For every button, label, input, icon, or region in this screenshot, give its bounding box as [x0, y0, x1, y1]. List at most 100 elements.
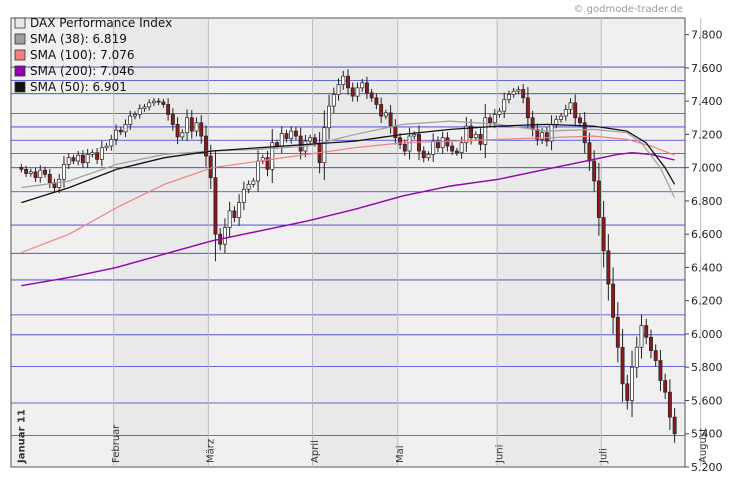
candle-body: [445, 137, 450, 147]
candle-body: [667, 391, 672, 418]
candle: [270, 129, 275, 183]
candle-body: [298, 135, 303, 152]
candle-body: [166, 104, 171, 115]
legend-label: SMA (38): 6.819: [30, 32, 127, 46]
candle-body: [95, 152, 100, 160]
candle-body: [653, 350, 658, 361]
candle-body: [516, 89, 521, 92]
x-tick-label: März: [206, 439, 217, 463]
candle-body: [308, 137, 313, 142]
candle-body: [170, 114, 175, 125]
candle-body: [431, 140, 436, 155]
candle: [672, 407, 677, 443]
x-tick-label: Juli: [599, 448, 610, 464]
candle: [615, 302, 620, 363]
candle-body: [412, 134, 417, 137]
x-tick-label: Februar: [111, 424, 122, 463]
candle: [293, 127, 298, 140]
candle-body: [251, 180, 256, 185]
candle: [483, 104, 488, 159]
candle-body: [606, 250, 611, 285]
candle: [582, 112, 587, 154]
candle-body: [587, 142, 592, 162]
candle-body: [114, 129, 118, 140]
candle: [161, 98, 166, 108]
candle: [454, 147, 459, 156]
y-tick-label: 5.200: [691, 461, 723, 474]
legend-swatch: [14, 33, 26, 45]
candle: [331, 87, 336, 114]
candle: [322, 110, 327, 181]
candle-body: [265, 157, 270, 170]
candle-body: [199, 122, 204, 137]
candle: [199, 115, 204, 144]
y-tick-label: 6.000: [691, 328, 723, 341]
candle-body: [506, 94, 511, 100]
candle-body: [241, 188, 246, 203]
candle-body: [246, 183, 251, 190]
candle-body: [672, 416, 677, 435]
candle-body: [189, 117, 194, 132]
candle: [398, 133, 403, 150]
legend-label: SMA (100): 7.076: [30, 48, 134, 62]
candle: [298, 127, 303, 160]
candle-body: [497, 110, 502, 115]
x-tick-label: Januar 11: [16, 409, 27, 464]
candle: [488, 113, 492, 127]
candle-body: [346, 75, 350, 89]
candle-body: [222, 227, 227, 245]
month-band: [312, 19, 398, 466]
candle-body: [38, 169, 43, 178]
candle-body: [554, 119, 559, 125]
candle-body: [62, 163, 66, 180]
candle: [573, 94, 578, 127]
candle-body: [289, 130, 294, 139]
candle: [76, 150, 81, 166]
candle: [634, 336, 639, 378]
candle-body: [147, 102, 152, 108]
candle: [563, 104, 568, 121]
candle-body: [364, 82, 369, 94]
candle: [28, 168, 33, 177]
candle: [289, 126, 294, 144]
candle-body: [275, 142, 279, 147]
candle-body: [459, 142, 464, 154]
candle-body: [142, 106, 147, 109]
candle-body: [185, 117, 190, 134]
candle: [194, 117, 199, 137]
candle: [71, 154, 76, 165]
y-tick-label: 6.200: [691, 295, 723, 308]
y-tick-label: 5.600: [691, 394, 723, 407]
candle: [346, 69, 350, 95]
candle: [24, 165, 29, 178]
candle-body: [232, 210, 237, 218]
candle-body: [85, 154, 90, 164]
legend-label: SMA (50): 6.901: [30, 80, 127, 94]
candle: [445, 132, 450, 152]
candle: [118, 127, 123, 136]
candle-body: [611, 283, 616, 318]
candle-body: [521, 89, 526, 99]
y-tick-label: 7.200: [691, 128, 723, 141]
candle: [99, 140, 104, 167]
candle: [440, 131, 445, 154]
candle-body: [104, 145, 109, 149]
candle: [227, 201, 232, 237]
candle: [667, 379, 672, 430]
y-tick-label: 7.000: [691, 162, 723, 175]
candle-body: [421, 150, 426, 159]
candle: [232, 206, 237, 223]
candle: [592, 150, 597, 192]
y-tick-label: 7.800: [691, 29, 723, 42]
legend-swatch: [14, 49, 26, 61]
candle: [364, 76, 369, 99]
candle-body: [76, 154, 81, 162]
candle-body: [47, 173, 52, 183]
candle-body: [213, 177, 218, 235]
candle: [133, 111, 137, 120]
candle-body: [208, 155, 213, 178]
candle: [251, 177, 256, 188]
candle-body: [33, 171, 38, 178]
candle-body: [488, 117, 492, 124]
